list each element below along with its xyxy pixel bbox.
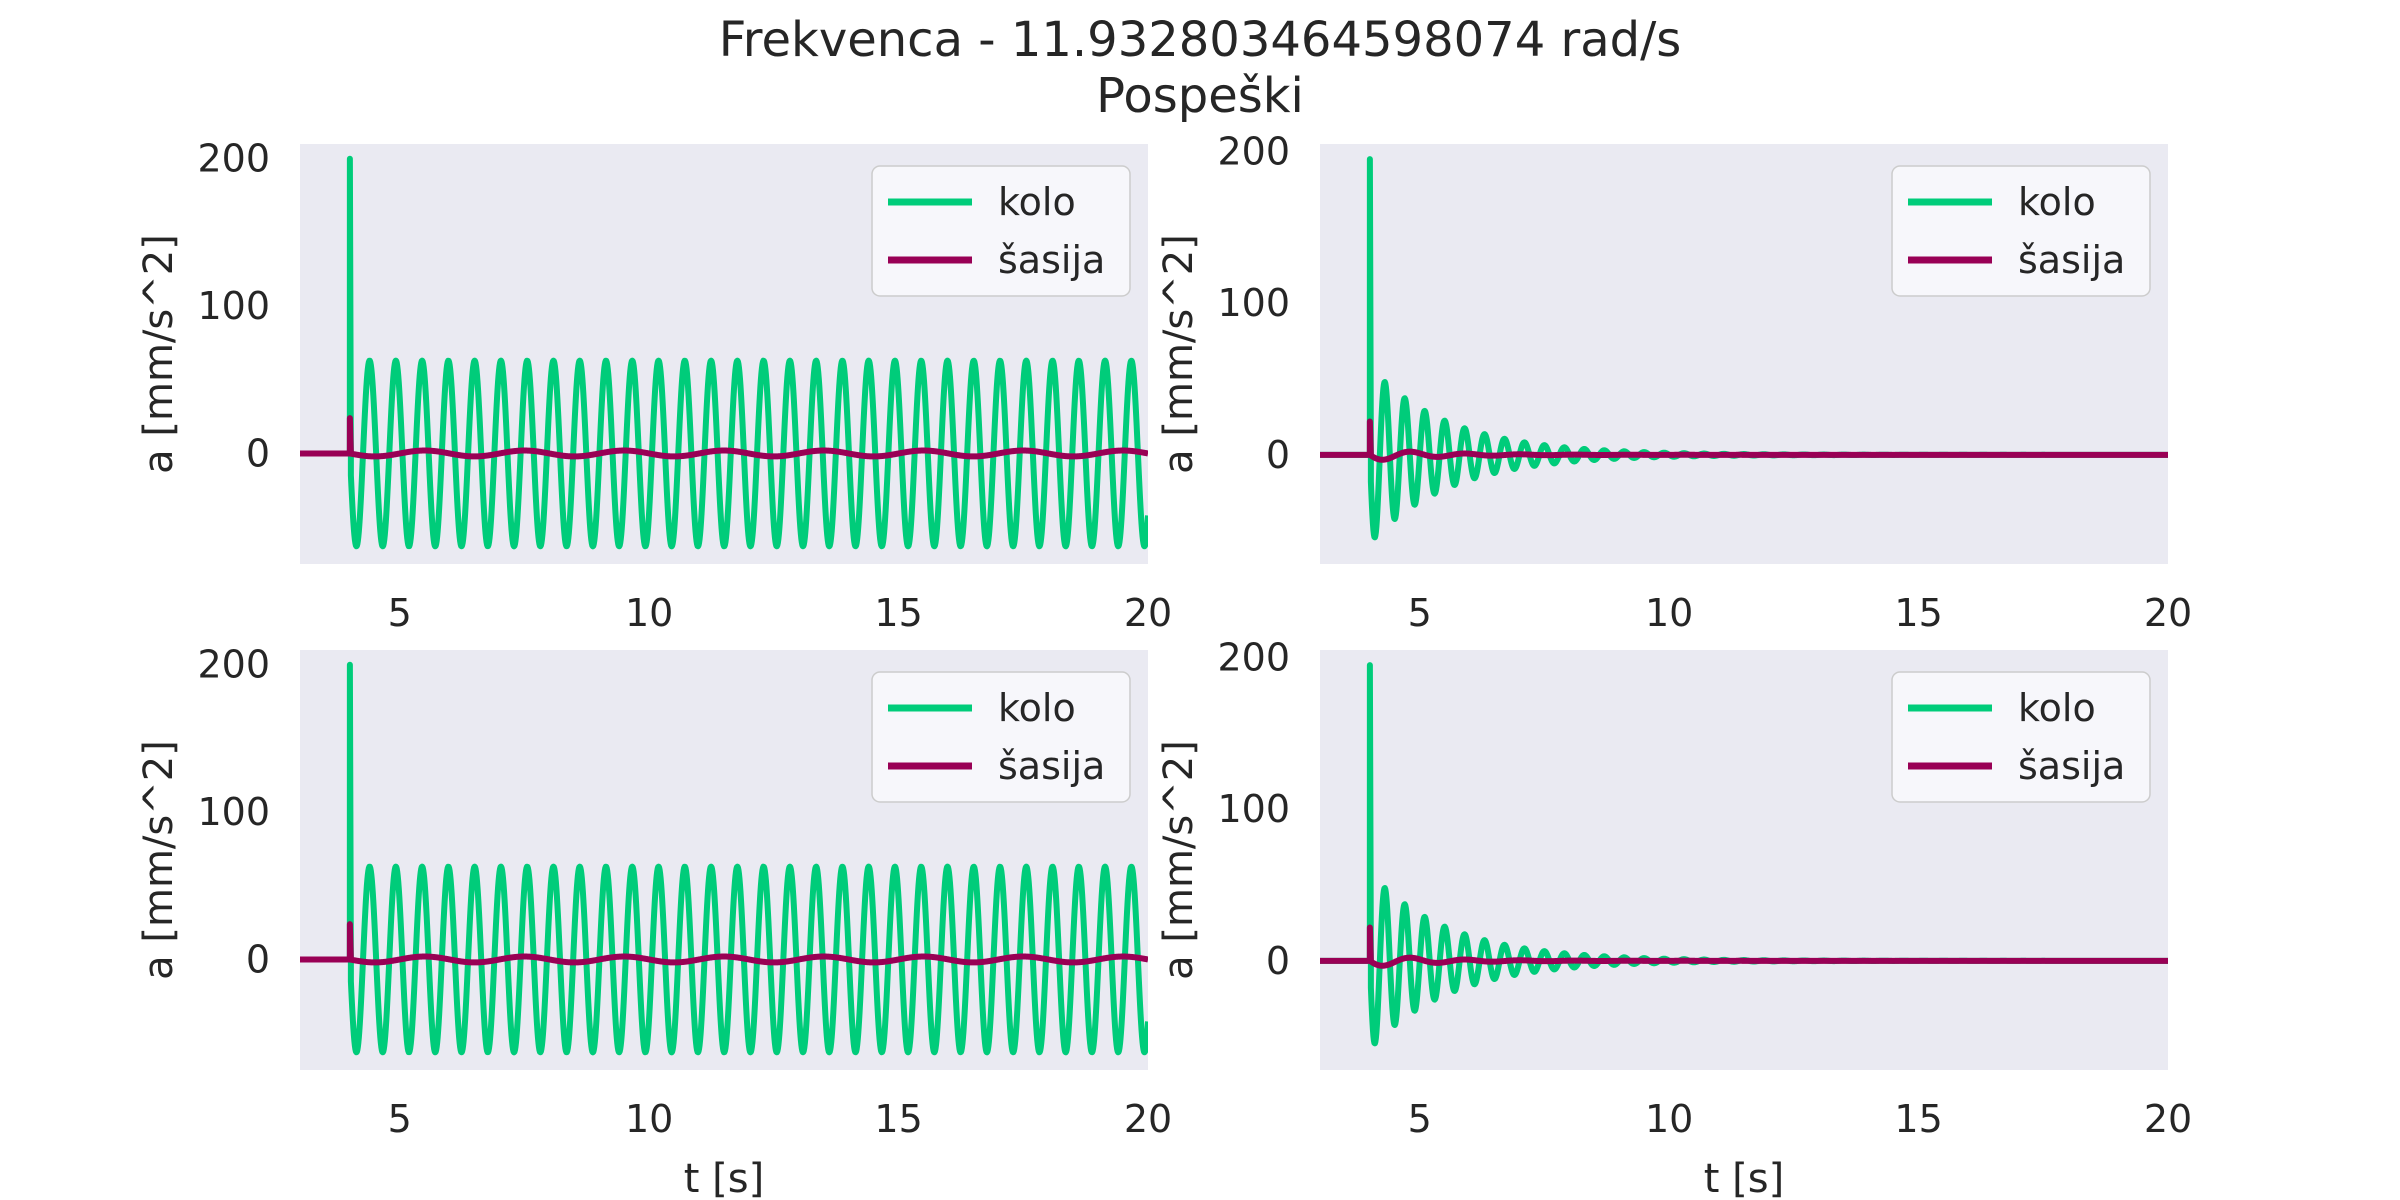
y-axis-label: a [mm/s^2] <box>136 234 182 474</box>
y-axis-label: a [mm/s^2] <box>1156 740 1202 980</box>
y-tick-label: 0 <box>246 937 270 981</box>
series-line-sasija <box>300 415 1148 460</box>
x-axis-label: t [s] <box>684 1156 764 1200</box>
x-tick-label: 5 <box>1408 1097 1432 1141</box>
legend: kolo šasija <box>1891 165 2151 297</box>
y-tick-label: 200 <box>1217 636 1290 680</box>
x-tick-label: 10 <box>1645 591 1693 635</box>
figure-title-line1: Frekvenca - 11.932803464598074 rad/s <box>719 12 1682 68</box>
figure-title-line2: Pospeški <box>1096 68 1304 124</box>
x-tick-label: 20 <box>2144 591 2192 635</box>
legend-label: kolo <box>998 180 1076 224</box>
x-tick-label: 20 <box>1124 1097 1172 1141</box>
series-line-sasija <box>1320 924 2168 969</box>
legend-label: kolo <box>2018 686 2096 730</box>
legend-label: šasija <box>998 744 1105 788</box>
x-tick-label: 10 <box>625 591 673 635</box>
x-tick-label: 20 <box>2144 1097 2192 1141</box>
y-tick-label: 200 <box>197 137 270 181</box>
series-line-kolo <box>300 155 1148 550</box>
legend: kolo šasija <box>871 671 1131 803</box>
y-tick-label: 200 <box>1217 130 1290 174</box>
x-tick-label: 5 <box>388 591 412 635</box>
series-line-sasija <box>300 921 1148 966</box>
legend-label: kolo <box>2018 180 2096 224</box>
x-tick-label: 5 <box>388 1097 412 1141</box>
y-axis-label: a [mm/s^2] <box>1156 234 1202 474</box>
x-tick-label: 10 <box>625 1097 673 1141</box>
legend-label: kolo <box>998 686 1076 730</box>
x-tick-label: 10 <box>1645 1097 1693 1141</box>
y-tick-label: 100 <box>1217 787 1290 831</box>
series-line-kolo <box>300 661 1148 1056</box>
x-tick-label: 15 <box>874 1097 922 1141</box>
legend: kolo šasija <box>1891 671 2151 803</box>
y-axis-label: a [mm/s^2] <box>136 740 182 980</box>
series-line-sasija <box>1320 418 2168 463</box>
legend-label: šasija <box>2018 744 2125 788</box>
legend-label: šasija <box>2018 238 2125 282</box>
y-tick-label: 0 <box>246 431 270 475</box>
y-tick-label: 100 <box>197 284 270 328</box>
x-tick-label: 15 <box>1894 591 1942 635</box>
x-tick-label: 15 <box>874 591 922 635</box>
legend: kolo šasija <box>871 165 1131 297</box>
legend-label: šasija <box>998 238 1105 282</box>
x-tick-label: 15 <box>1894 1097 1942 1141</box>
x-tick-label: 20 <box>1124 591 1172 635</box>
y-tick-label: 200 <box>197 643 270 687</box>
x-axis-label: t [s] <box>1704 1156 1784 1200</box>
y-tick-label: 100 <box>1217 281 1290 325</box>
y-tick-label: 100 <box>197 790 270 834</box>
y-tick-label: 0 <box>1266 939 1290 983</box>
y-tick-label: 0 <box>1266 433 1290 477</box>
x-tick-label: 5 <box>1408 591 1432 635</box>
